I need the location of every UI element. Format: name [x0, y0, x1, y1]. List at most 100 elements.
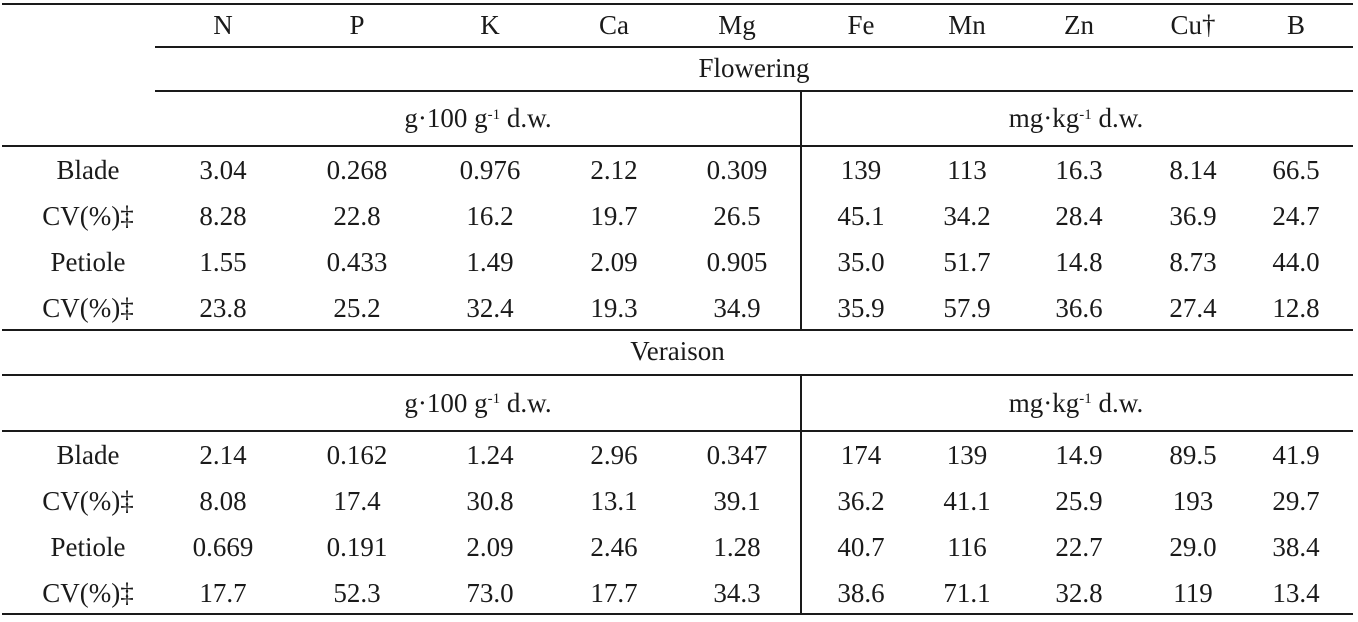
- column-divider: [800, 92, 802, 329]
- data-cell: 32.8: [1055, 577, 1103, 608]
- data-cell: 28.4: [1055, 200, 1103, 231]
- data-cell: 41.1: [943, 485, 991, 516]
- unit-micro-suffix: d.w.: [1091, 387, 1144, 418]
- unit-macro-base: g·100 g: [404, 103, 488, 133]
- column-header: K: [480, 9, 500, 40]
- data-cell: 16.2: [466, 200, 514, 231]
- data-cell: 23.8: [199, 292, 247, 323]
- data-cell: 116: [947, 531, 987, 562]
- data-cell: 0.309: [706, 154, 768, 185]
- row-label: Blade: [56, 439, 120, 470]
- data-cell: 51.7: [943, 246, 991, 277]
- data-cell: 0.268: [326, 154, 388, 185]
- data-cell: 113: [947, 154, 987, 185]
- data-cell: 119: [1173, 577, 1213, 608]
- data-cell: 39.1: [713, 485, 761, 516]
- data-cell: 16.3: [1055, 154, 1103, 185]
- data-cell: 12.8: [1272, 292, 1320, 323]
- data-cell: 2.14: [199, 439, 247, 470]
- data-cell: 17.7: [590, 577, 638, 608]
- data-cell: 19.7: [590, 200, 638, 231]
- unit-macro: g·100 g -1 d.w.: [404, 387, 552, 418]
- row-label: CV(%)‡: [42, 200, 134, 231]
- data-cell: 34.2: [943, 200, 991, 231]
- row-label: CV(%)‡: [42, 577, 134, 608]
- data-cell: 139: [840, 154, 882, 185]
- data-cell: 73.0: [466, 577, 514, 608]
- data-cell: 66.5: [1272, 154, 1320, 185]
- table-row: CV(%)‡ 8.08 17.4 30.8 13.1 39.1 36.2 41.1 25.9 19…: [0, 478, 1358, 524]
- stage-rule: [2, 374, 1353, 376]
- unit-micro: mg·kg -1 d.w.: [1008, 387, 1144, 418]
- column-header: Cu†: [1170, 9, 1216, 40]
- data-cell: 14.8: [1055, 246, 1103, 277]
- column-divider: [800, 376, 802, 613]
- unit-macro-suffix: d.w.: [500, 103, 552, 133]
- header-rule: [155, 46, 1353, 48]
- data-cell: 2.46: [590, 531, 638, 562]
- unit-rule: [2, 430, 1353, 432]
- data-cell: 89.5: [1169, 439, 1217, 470]
- row-label: CV(%)‡: [42, 292, 134, 323]
- unit-macro-suffix: d.w.: [500, 387, 552, 418]
- data-cell: 3.04: [199, 154, 247, 185]
- unit-micro-base: mg·kg: [1008, 387, 1080, 418]
- data-cell: 38.6: [837, 577, 885, 608]
- data-cell: 36.6: [1055, 292, 1103, 323]
- data-cell: 17.4: [333, 485, 381, 516]
- row-label: Blade: [56, 154, 120, 185]
- table-row: Petiole 0.669 0.191 2.09 2.46 1.28 40.7 116 22.7…: [0, 524, 1358, 570]
- data-cell: 41.9: [1272, 439, 1320, 470]
- data-cell: 0.905: [706, 246, 768, 277]
- column-header-row: N P K Ca Mg Fe Mn Zn Cu† B: [0, 5, 1358, 45]
- unit-rule: [2, 145, 1353, 147]
- row-label: Petiole: [50, 531, 126, 562]
- data-cell: 0.347: [706, 439, 768, 470]
- data-cell: 139: [946, 439, 988, 470]
- stage-label: Flowering: [698, 52, 810, 83]
- column-header: Ca: [599, 9, 629, 40]
- data-cell: 1.28: [713, 531, 761, 562]
- data-cell: 25.2: [333, 292, 381, 323]
- bottom-rule: [2, 613, 1353, 615]
- data-cell: 38.4: [1272, 531, 1320, 562]
- data-cell: 24.7: [1272, 200, 1320, 231]
- data-cell: 1.24: [466, 439, 514, 470]
- unit-macro-base: g·100 g: [404, 387, 488, 418]
- unit-row: g·100 g -1 d.w. mg·kg -1 d.w.: [0, 92, 1358, 145]
- data-cell: 0.191: [326, 531, 388, 562]
- unit-micro-suffix: d.w.: [1091, 103, 1144, 133]
- data-cell: 17.7: [199, 577, 247, 608]
- data-cell: 36.2: [837, 485, 885, 516]
- data-cell: 44.0: [1272, 246, 1320, 277]
- column-header: B: [1286, 9, 1305, 40]
- data-cell: 36.9: [1169, 200, 1217, 231]
- data-cell: 1.55: [199, 246, 247, 277]
- data-cell: 8.28: [199, 200, 247, 231]
- data-cell: 8.08: [199, 485, 247, 516]
- data-cell: 2.12: [590, 154, 638, 185]
- data-cell: 0.669: [192, 531, 254, 562]
- unit-row: g·100 g -1 d.w. mg·kg -1 d.w.: [0, 376, 1358, 430]
- table-row: CV(%)‡ 23.8 25.2 32.4 19.3 34.9 35.9 57.9 36.6 27…: [0, 285, 1358, 331]
- data-cell: 35.9: [837, 292, 885, 323]
- data-cell: 22.7: [1055, 531, 1103, 562]
- stage-label: Veraison: [630, 335, 725, 366]
- data-cell: 19.3: [590, 292, 638, 323]
- data-cell: 34.3: [713, 577, 761, 608]
- data-cell: 0.433: [326, 246, 388, 277]
- data-cell: 35.0: [837, 246, 885, 277]
- column-header: P: [349, 9, 365, 40]
- section-rule: [2, 329, 1353, 331]
- table-row: Blade 2.14 0.162 1.24 2.96 0.347 174 139 14.9 89.…: [0, 432, 1358, 478]
- data-cell: 34.9: [713, 292, 761, 323]
- data-cell: 13.1: [590, 485, 638, 516]
- data-cell: 2.09: [590, 246, 638, 277]
- stage-row: Flowering: [0, 48, 1358, 88]
- data-cell: 0.976: [459, 154, 521, 185]
- column-header: Mg: [718, 9, 756, 40]
- data-cell: 29.7: [1272, 485, 1320, 516]
- data-cell: 25.9: [1055, 485, 1103, 516]
- data-cell: 52.3: [333, 577, 381, 608]
- column-header: Mn: [948, 9, 986, 40]
